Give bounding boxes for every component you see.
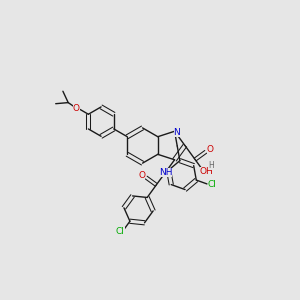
Text: Cl: Cl [116, 227, 124, 236]
Text: O: O [207, 145, 214, 154]
Text: Cl: Cl [208, 180, 217, 189]
Text: N: N [174, 128, 180, 137]
Text: O: O [73, 104, 80, 113]
Text: OH: OH [200, 167, 214, 176]
Text: O: O [138, 171, 145, 180]
Text: H: H [208, 161, 214, 170]
Text: NH: NH [159, 168, 172, 177]
